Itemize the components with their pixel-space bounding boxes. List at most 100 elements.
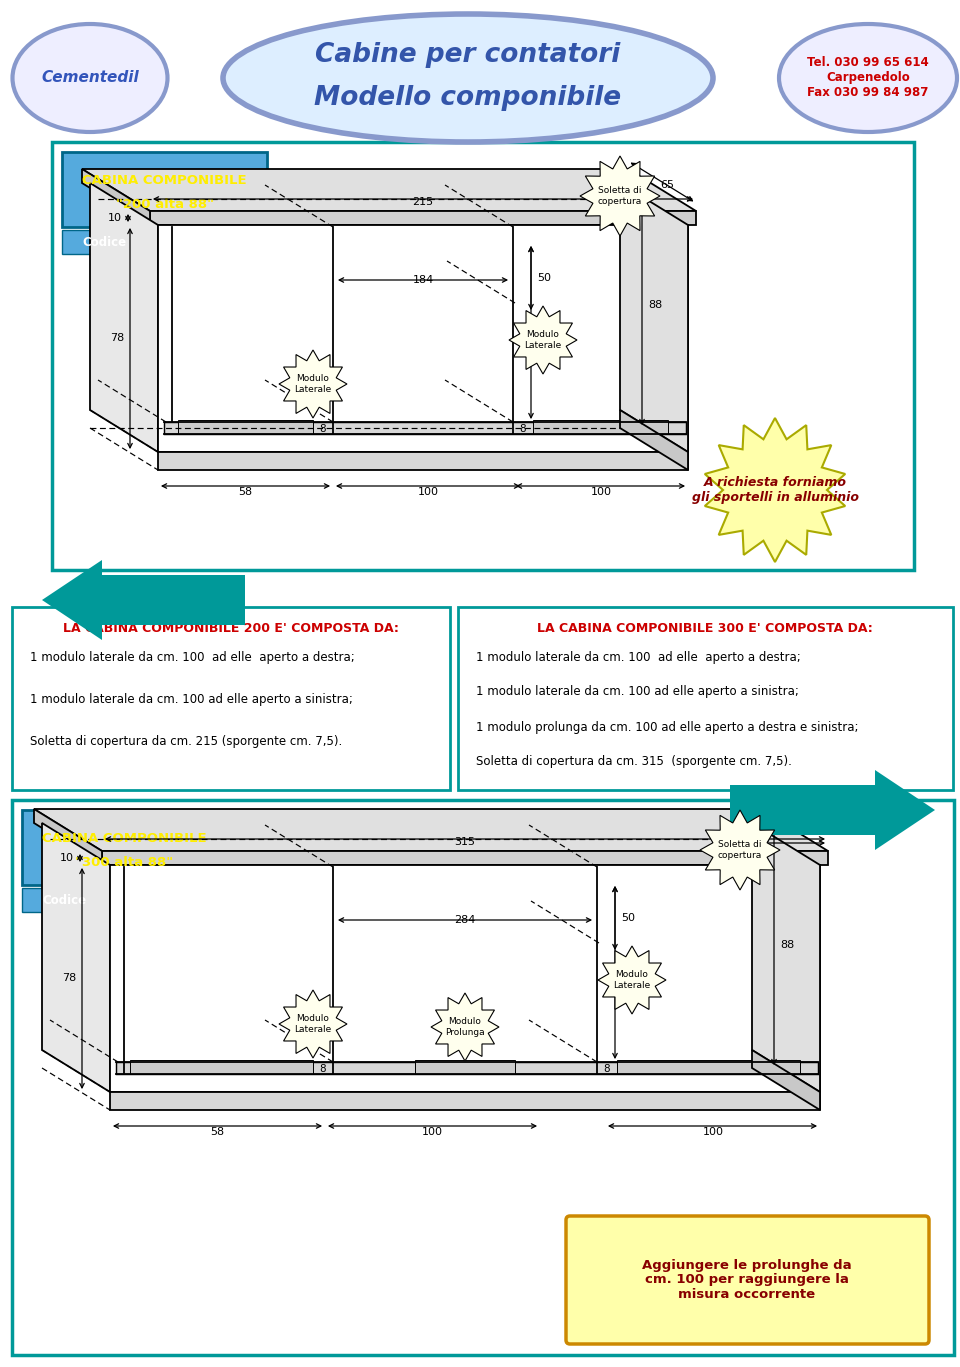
Text: 100: 100 bbox=[703, 1126, 724, 1137]
Text: Modulo
Laterale: Modulo Laterale bbox=[524, 331, 562, 350]
Text: 1 modulo laterale da cm. 100  ad elle  aperto a destra;: 1 modulo laterale da cm. 100 ad elle ape… bbox=[30, 651, 355, 663]
Polygon shape bbox=[116, 1062, 818, 1074]
Text: 50: 50 bbox=[621, 913, 635, 923]
Text: 10: 10 bbox=[108, 213, 122, 223]
Text: 58: 58 bbox=[210, 1126, 224, 1137]
Text: 144907: 144907 bbox=[142, 894, 192, 906]
Polygon shape bbox=[431, 992, 499, 1061]
Polygon shape bbox=[509, 306, 577, 375]
FancyBboxPatch shape bbox=[52, 142, 914, 570]
Text: "300 alta 88": "300 alta 88" bbox=[76, 856, 174, 868]
Text: Cabine per contatori: Cabine per contatori bbox=[316, 42, 620, 68]
Text: LA CABINA COMPONIBILE 300 E' COMPOSTA DA:: LA CABINA COMPONIBILE 300 E' COMPOSTA DA… bbox=[538, 622, 873, 636]
Polygon shape bbox=[752, 823, 820, 1092]
Polygon shape bbox=[82, 170, 696, 211]
Text: 8: 8 bbox=[320, 424, 326, 433]
Text: 215: 215 bbox=[413, 197, 434, 206]
Text: 100: 100 bbox=[418, 487, 439, 498]
Text: 1 modulo laterale da cm. 100 ad elle aperto a sinistra;: 1 modulo laterale da cm. 100 ad elle ape… bbox=[476, 685, 799, 699]
Text: Modulo
Laterale: Modulo Laterale bbox=[295, 375, 331, 394]
Polygon shape bbox=[730, 770, 935, 850]
Text: 70: 70 bbox=[621, 966, 636, 977]
FancyBboxPatch shape bbox=[62, 152, 267, 227]
Text: LA CABINA COMPONIBILE 200 E' COMPOSTA DA:: LA CABINA COMPONIBILE 200 E' COMPOSTA DA… bbox=[63, 622, 399, 636]
Polygon shape bbox=[158, 452, 688, 470]
Text: Soletta di copertura da cm. 315  (sporgente cm. 7,5).: Soletta di copertura da cm. 315 (sporgen… bbox=[476, 756, 792, 768]
Text: 88: 88 bbox=[780, 940, 794, 950]
Text: Soletta di
copertura: Soletta di copertura bbox=[718, 841, 762, 860]
Text: 10: 10 bbox=[60, 853, 74, 863]
Text: 78: 78 bbox=[109, 334, 124, 343]
Text: 100: 100 bbox=[421, 1126, 443, 1137]
Polygon shape bbox=[178, 420, 313, 433]
Polygon shape bbox=[150, 211, 696, 226]
Polygon shape bbox=[130, 1059, 313, 1074]
Polygon shape bbox=[620, 183, 688, 452]
Text: Modello componibile: Modello componibile bbox=[315, 85, 621, 111]
Polygon shape bbox=[34, 809, 102, 865]
Polygon shape bbox=[580, 156, 660, 236]
Text: 144906: 144906 bbox=[182, 235, 231, 249]
Polygon shape bbox=[617, 1059, 800, 1074]
Ellipse shape bbox=[12, 25, 167, 133]
Text: Aggiungere le prolunghe da
cm. 100 per raggiungere la
misura occorrente: Aggiungere le prolunghe da cm. 100 per r… bbox=[642, 1259, 852, 1301]
Polygon shape bbox=[620, 410, 688, 470]
Text: 65: 65 bbox=[660, 180, 674, 190]
FancyBboxPatch shape bbox=[147, 230, 267, 254]
Polygon shape bbox=[42, 560, 245, 640]
Text: Soletta di
copertura: Soletta di copertura bbox=[598, 186, 642, 205]
Text: 78: 78 bbox=[61, 973, 76, 983]
FancyBboxPatch shape bbox=[12, 800, 954, 1355]
Polygon shape bbox=[533, 420, 668, 433]
Polygon shape bbox=[164, 422, 686, 433]
Text: 50: 50 bbox=[537, 273, 551, 283]
Text: 184: 184 bbox=[413, 275, 434, 284]
Polygon shape bbox=[415, 1059, 515, 1074]
FancyBboxPatch shape bbox=[566, 1217, 929, 1344]
Text: CABINA COMPONIBILE: CABINA COMPONIBILE bbox=[42, 831, 206, 845]
Text: 1 modulo laterale da cm. 100  ad elle  aperto a destra;: 1 modulo laterale da cm. 100 ad elle ape… bbox=[476, 651, 801, 663]
Text: 70: 70 bbox=[537, 327, 551, 338]
Text: A richiesta forniamo
gli sportelli in alluminio: A richiesta forniamo gli sportelli in al… bbox=[691, 476, 858, 504]
Polygon shape bbox=[34, 809, 828, 852]
Text: 1 modulo laterale da cm. 100 ad elle aperto a sinistra;: 1 modulo laterale da cm. 100 ad elle ape… bbox=[30, 693, 353, 705]
Text: 8: 8 bbox=[604, 1064, 611, 1074]
Text: Soletta di copertura da cm. 215 (sporgente cm. 7,5).: Soletta di copertura da cm. 215 (sporgen… bbox=[30, 734, 343, 748]
Polygon shape bbox=[110, 865, 820, 1092]
Text: 8: 8 bbox=[320, 1064, 326, 1074]
FancyBboxPatch shape bbox=[22, 811, 227, 884]
Text: 284: 284 bbox=[454, 915, 476, 925]
Text: 100: 100 bbox=[590, 487, 612, 498]
FancyBboxPatch shape bbox=[458, 607, 953, 790]
FancyBboxPatch shape bbox=[62, 230, 147, 254]
Polygon shape bbox=[700, 811, 780, 890]
Polygon shape bbox=[158, 226, 688, 452]
Text: CABINA COMPONIBILE: CABINA COMPONIBILE bbox=[83, 174, 247, 186]
FancyBboxPatch shape bbox=[107, 889, 227, 912]
Text: 1 modulo prolunga da cm. 100 ad elle aperto a destra e sinistra;: 1 modulo prolunga da cm. 100 ad elle ape… bbox=[476, 720, 858, 734]
Polygon shape bbox=[752, 1050, 820, 1110]
Text: Cementedil: Cementedil bbox=[41, 71, 139, 86]
Ellipse shape bbox=[223, 14, 713, 142]
Text: Modulo
Laterale: Modulo Laterale bbox=[613, 971, 651, 990]
Text: Modulo
Laterale: Modulo Laterale bbox=[295, 1014, 331, 1033]
Polygon shape bbox=[598, 946, 666, 1014]
Polygon shape bbox=[42, 823, 110, 1092]
Text: Codice: Codice bbox=[82, 235, 126, 249]
Polygon shape bbox=[705, 418, 845, 562]
Text: Tel. 030 99 65 614
Carpenedolo
Fax 030 99 84 987: Tel. 030 99 65 614 Carpenedolo Fax 030 9… bbox=[807, 56, 929, 100]
Polygon shape bbox=[82, 170, 150, 226]
Text: 88: 88 bbox=[648, 299, 662, 310]
Ellipse shape bbox=[779, 25, 957, 133]
Text: 315: 315 bbox=[454, 837, 475, 848]
Text: 65: 65 bbox=[792, 820, 806, 830]
FancyBboxPatch shape bbox=[12, 607, 450, 790]
Polygon shape bbox=[110, 1092, 820, 1110]
Text: 8: 8 bbox=[519, 424, 526, 433]
Text: 58: 58 bbox=[238, 487, 252, 498]
Text: Modulo
Prolunga: Modulo Prolunga bbox=[445, 1017, 485, 1036]
Polygon shape bbox=[102, 852, 828, 865]
Text: "200 alta 88": "200 alta 88" bbox=[115, 197, 213, 211]
Polygon shape bbox=[279, 990, 347, 1058]
Polygon shape bbox=[279, 350, 347, 418]
